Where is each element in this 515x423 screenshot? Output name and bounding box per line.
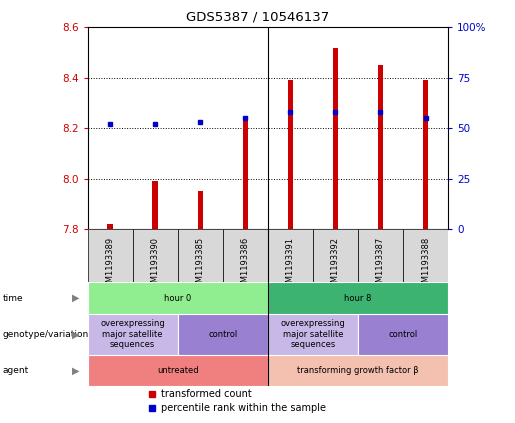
Text: GSM1193391: GSM1193391 (286, 237, 295, 293)
Bar (222, 229, 268, 283)
Text: hour 8: hour 8 (344, 294, 372, 302)
Text: GDS5387 / 10546137: GDS5387 / 10546137 (186, 11, 329, 24)
Bar (313, 229, 358, 283)
Text: ▶: ▶ (72, 329, 80, 339)
Bar (358, 229, 403, 283)
Text: GSM1193387: GSM1193387 (376, 237, 385, 293)
Bar (88, 314, 178, 355)
Text: control: control (388, 330, 418, 339)
Bar (152, 181, 158, 229)
Text: genotype/variation: genotype/variation (3, 330, 89, 339)
Bar (268, 355, 448, 386)
Bar (268, 229, 313, 283)
Text: GSM1193385: GSM1193385 (196, 237, 204, 293)
Bar (88, 283, 268, 314)
Bar (133, 229, 178, 283)
Text: transformed count: transformed count (161, 389, 252, 399)
Bar (287, 80, 293, 229)
Bar (178, 229, 222, 283)
Text: GSM1193386: GSM1193386 (241, 237, 250, 293)
Bar (358, 314, 448, 355)
Bar (243, 121, 248, 229)
Text: GSM1193390: GSM1193390 (151, 237, 160, 293)
Text: overexpressing
major satellite
sequences: overexpressing major satellite sequences (281, 319, 345, 349)
Bar (108, 224, 113, 229)
Bar (88, 229, 133, 283)
Text: GSM1193392: GSM1193392 (331, 237, 340, 293)
Text: GSM1193389: GSM1193389 (106, 237, 114, 293)
Text: GSM1193388: GSM1193388 (421, 237, 430, 293)
Bar (403, 229, 448, 283)
Bar (423, 80, 428, 229)
Text: overexpressing
major satellite
sequences: overexpressing major satellite sequences (100, 319, 165, 349)
Text: ▶: ▶ (72, 365, 80, 376)
Bar (88, 355, 268, 386)
Text: control: control (208, 330, 237, 339)
Text: transforming growth factor β: transforming growth factor β (297, 366, 419, 375)
Bar (378, 65, 383, 229)
Bar (178, 314, 268, 355)
Text: untreated: untreated (157, 366, 198, 375)
Bar (197, 191, 203, 229)
Bar (268, 314, 358, 355)
Text: time: time (3, 294, 23, 302)
Text: agent: agent (3, 366, 29, 375)
Text: hour 0: hour 0 (164, 294, 191, 302)
Text: ▶: ▶ (72, 293, 80, 303)
Text: percentile rank within the sample: percentile rank within the sample (161, 403, 327, 413)
Bar (268, 283, 448, 314)
Bar (333, 48, 338, 229)
